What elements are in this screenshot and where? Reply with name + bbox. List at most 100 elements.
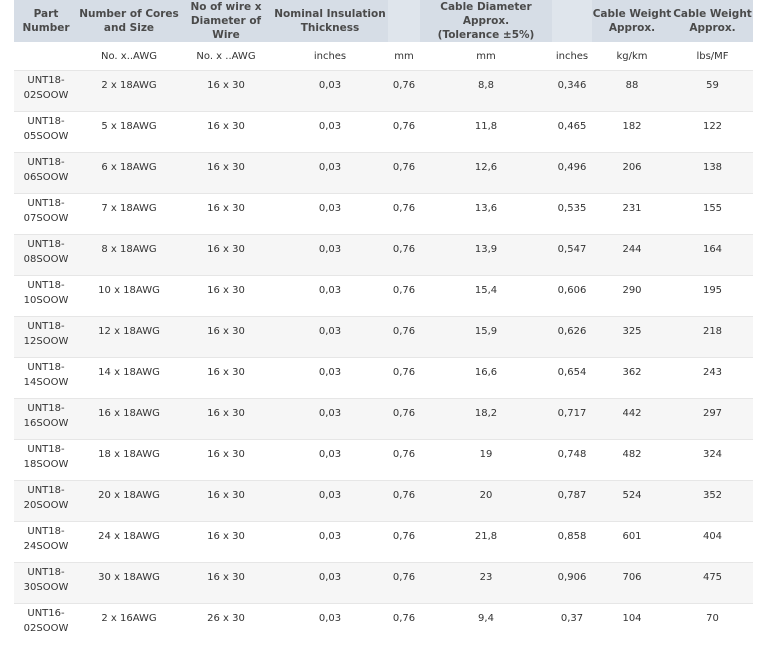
table-cell: 0,654 — [552, 357, 592, 399]
table-cell: 0,03 — [272, 439, 388, 481]
table-cell: 16 x 30 — [180, 562, 272, 604]
table-cell: 16 x 30 — [180, 234, 272, 276]
table-cell: 155 — [672, 193, 753, 235]
table-cell: 0,03 — [272, 603, 388, 645]
table-cell: 0,76 — [388, 480, 420, 522]
table-cell: 0,76 — [388, 275, 420, 317]
table-cell: 475 — [672, 562, 753, 604]
table-cell: 20 — [420, 480, 552, 522]
table-cell: 0,748 — [552, 439, 592, 481]
table-cell: 16 x 30 — [180, 439, 272, 481]
part-number-cell: UNT18- 07SOOW — [14, 193, 78, 235]
unit-cell: No. x..AWG — [78, 42, 180, 71]
cable-spec-table: Part Number Number of Cores and Size No of w… — [14, 0, 753, 645]
table-cell: 0,03 — [272, 521, 388, 563]
table-row: UNT18- 20SOOW 20 x 18AWG 16 x 30 0,03 0,76 20 0… — [14, 480, 753, 522]
unit-cell — [14, 42, 78, 71]
table-body: UNT18- 02SOOW 2 x 18AWG 16 x 30 0,03 0,76 8,8 0… — [14, 70, 753, 645]
table-cell: 0,76 — [388, 193, 420, 235]
table-cell: 164 — [672, 234, 753, 276]
table-cell: 8,8 — [420, 70, 552, 112]
part-number-cell: UNT18- 08SOOW — [14, 234, 78, 276]
table-cell: 325 — [592, 316, 672, 358]
table-cell: 16 x 30 — [180, 521, 272, 563]
table-cell: 70 — [672, 603, 753, 645]
table-cell: 243 — [672, 357, 753, 399]
table-cell: 0,03 — [272, 152, 388, 194]
table-cell: 297 — [672, 398, 753, 440]
table-cell: 0,858 — [552, 521, 592, 563]
table-cell: 524 — [592, 480, 672, 522]
table-cell: 11,8 — [420, 111, 552, 153]
table-row: UNT18- 08SOOW 8 x 18AWG 16 x 30 0,03 0,76 13,9… — [14, 234, 753, 276]
table-cell: 0,626 — [552, 316, 592, 358]
table-cell: 104 — [592, 603, 672, 645]
table-cell: 59 — [672, 70, 753, 112]
table-cell: 0,03 — [272, 398, 388, 440]
header-cable-diameter: Cable Diameter Approx. (Tolerance ±5%) — [420, 0, 552, 42]
table-cell: 14 x 18AWG — [78, 357, 180, 399]
table-cell: 24 x 18AWG — [78, 521, 180, 563]
table-cell: 138 — [672, 152, 753, 194]
table-row: UNT18- 18SOOW 18 x 18AWG 16 x 30 0,03 0,76 19 0… — [14, 439, 753, 481]
header-weight-kgkm: Cable Weight Approx. — [592, 0, 672, 42]
table-cell: 0,535 — [552, 193, 592, 235]
table-row: UNT18- 14SOOW 14 x 18AWG 16 x 30 0,03 0,76 16,… — [14, 357, 753, 399]
table-cell: 0,76 — [388, 357, 420, 399]
table-cell: 18 x 18AWG — [78, 439, 180, 481]
table-cell: 324 — [672, 439, 753, 481]
header-row: Part Number Number of Cores and Size No of w… — [14, 0, 753, 42]
table-cell: 16 x 30 — [180, 275, 272, 317]
header-wire-diameter: No of wire x Diameter of Wire — [180, 0, 272, 42]
table-row: UNT18- 30SOOW 30 x 18AWG 16 x 30 0,03 0,76 23 0… — [14, 562, 753, 604]
header-insulation-thickness: Nominal Insulation Thickness — [272, 0, 388, 42]
table-cell: 0,37 — [552, 603, 592, 645]
table-cell: 0,76 — [388, 316, 420, 358]
table-cell: 601 — [592, 521, 672, 563]
table-cell: 0,606 — [552, 275, 592, 317]
table-row: UNT18- 06SOOW 6 x 18AWG 16 x 30 0,03 0,76 12,6… — [14, 152, 753, 194]
table-row: UNT18- 05SOOW 5 x 18AWG 16 x 30 0,03 0,76 11,8… — [14, 111, 753, 153]
table-cell: 16 x 30 — [180, 152, 272, 194]
unit-cell: mm — [388, 42, 420, 71]
table-cell: 0,03 — [272, 234, 388, 276]
table-cell: 16 x 30 — [180, 480, 272, 522]
table-cell: 218 — [672, 316, 753, 358]
part-number-cell: UNT18- 24SOOW — [14, 521, 78, 563]
table-cell: 231 — [592, 193, 672, 235]
unit-cell: inches — [272, 42, 388, 71]
table-cell: 0,76 — [388, 234, 420, 276]
table-cell: 0,76 — [388, 562, 420, 604]
table-cell: 244 — [592, 234, 672, 276]
part-number-cell: UNT18- 02SOOW — [14, 70, 78, 112]
table-cell: 21,8 — [420, 521, 552, 563]
table-cell: 442 — [592, 398, 672, 440]
table-cell: 6 x 18AWG — [78, 152, 180, 194]
part-number-cell: UNT18- 05SOOW — [14, 111, 78, 153]
table-cell: 0,03 — [272, 70, 388, 112]
table-cell: 16 x 30 — [180, 111, 272, 153]
table-cell: 0,03 — [272, 193, 388, 235]
part-number-cell: UNT18- 06SOOW — [14, 152, 78, 194]
header-blank-2 — [552, 0, 592, 42]
table-cell: 10 x 18AWG — [78, 275, 180, 317]
table-cell: 0,76 — [388, 70, 420, 112]
table-cell: 16 x 30 — [180, 193, 272, 235]
table-cell: 482 — [592, 439, 672, 481]
table-cell: 0,787 — [552, 480, 592, 522]
table-cell: 195 — [672, 275, 753, 317]
table-cell: 20 x 18AWG — [78, 480, 180, 522]
table-cell: 352 — [672, 480, 753, 522]
table-cell: 0,03 — [272, 480, 388, 522]
table-row: UNT18- 16SOOW 16 x 18AWG 16 x 30 0,03 0,76 18,… — [14, 398, 753, 440]
table-cell: 16 x 30 — [180, 398, 272, 440]
unit-cell: lbs/MF — [672, 42, 753, 71]
table-cell: 0,76 — [388, 111, 420, 153]
unit-cell: mm — [420, 42, 552, 71]
table-cell: 7 x 18AWG — [78, 193, 180, 235]
table-cell: 9,4 — [420, 603, 552, 645]
table-cell: 16 x 30 — [180, 357, 272, 399]
table-cell: 2 x 18AWG — [78, 70, 180, 112]
table-cell: 18,2 — [420, 398, 552, 440]
table-cell: 0,03 — [272, 111, 388, 153]
